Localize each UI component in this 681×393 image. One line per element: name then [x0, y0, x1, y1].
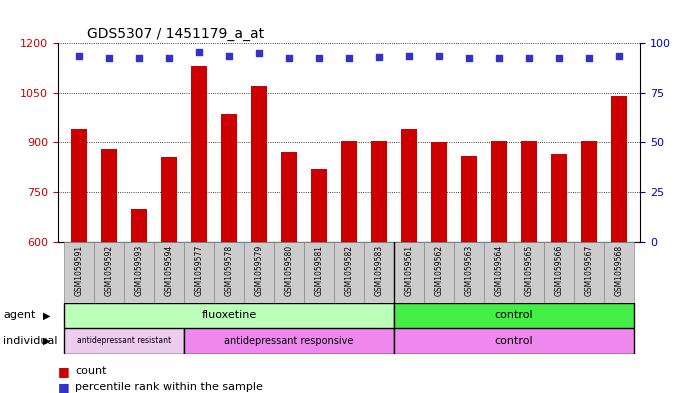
Bar [214, 242, 244, 303]
Bar [401, 129, 417, 242]
Text: GSM1059578: GSM1059578 [225, 245, 234, 296]
Bar [461, 156, 477, 242]
Text: GDS5307 / 1451179_a_at: GDS5307 / 1451179_a_at [87, 27, 264, 41]
Bar [364, 242, 394, 303]
Point [524, 54, 535, 61]
Text: GSM1059577: GSM1059577 [195, 245, 204, 296]
Bar [274, 242, 304, 303]
Bar [191, 66, 207, 242]
Text: GSM1059594: GSM1059594 [164, 245, 174, 296]
Point [434, 53, 445, 59]
Bar [581, 141, 597, 242]
Bar [281, 152, 297, 242]
Text: ▶: ▶ [43, 310, 50, 320]
Text: GSM1059561: GSM1059561 [405, 245, 413, 296]
Bar [71, 129, 87, 242]
Bar [454, 242, 484, 303]
Bar [64, 328, 184, 354]
Bar [424, 242, 454, 303]
Point [253, 50, 264, 56]
Text: percentile rank within the sample: percentile rank within the sample [75, 382, 263, 392]
Bar [484, 242, 514, 303]
Text: GSM1059567: GSM1059567 [584, 245, 594, 296]
Bar [551, 154, 567, 242]
Bar [394, 242, 424, 303]
Bar [154, 242, 184, 303]
Bar [64, 242, 94, 303]
Point [104, 54, 114, 61]
Text: GSM1059592: GSM1059592 [104, 245, 114, 296]
Text: control: control [495, 336, 533, 346]
Text: GSM1059583: GSM1059583 [375, 245, 383, 296]
Bar [521, 141, 537, 242]
Point [193, 49, 204, 55]
Text: GSM1059563: GSM1059563 [464, 245, 473, 296]
Point [374, 54, 385, 60]
Text: GSM1059581: GSM1059581 [315, 245, 323, 296]
Text: control: control [495, 310, 533, 320]
Text: GSM1059580: GSM1059580 [285, 245, 294, 296]
Point [163, 54, 174, 61]
Text: ■: ■ [58, 380, 69, 393]
Text: GSM1059564: GSM1059564 [494, 245, 503, 296]
Text: count: count [75, 366, 106, 376]
Text: antidepressant responsive: antidepressant responsive [224, 336, 353, 346]
Bar [491, 141, 507, 242]
Bar [64, 303, 394, 328]
Bar [370, 141, 387, 242]
Point [133, 55, 144, 61]
Text: GSM1059568: GSM1059568 [615, 245, 624, 296]
Point [464, 55, 475, 61]
Point [404, 53, 415, 59]
Text: agent: agent [3, 310, 36, 320]
Point [584, 54, 595, 61]
Point [344, 54, 355, 61]
Text: ▶: ▶ [43, 336, 50, 346]
Text: GSM1059579: GSM1059579 [255, 245, 264, 296]
Bar [334, 242, 364, 303]
Bar [611, 96, 627, 242]
Text: GSM1059566: GSM1059566 [554, 245, 564, 296]
Bar [394, 328, 634, 354]
Text: GSM1059562: GSM1059562 [434, 245, 443, 296]
Text: GSM1059591: GSM1059591 [74, 245, 83, 296]
Bar [394, 303, 634, 328]
Bar [311, 169, 328, 242]
Bar [604, 242, 634, 303]
Bar [131, 209, 147, 242]
Text: GSM1059593: GSM1059593 [134, 245, 144, 296]
Bar [221, 114, 237, 242]
Bar [94, 242, 124, 303]
Bar [184, 328, 394, 354]
Bar [124, 242, 154, 303]
Bar [431, 142, 447, 242]
Bar [244, 242, 274, 303]
Text: GSM1059582: GSM1059582 [345, 245, 353, 296]
Point [313, 55, 324, 61]
Bar [574, 242, 604, 303]
Text: ■: ■ [58, 365, 69, 378]
Bar [340, 141, 358, 242]
Text: antidepressant resistant: antidepressant resistant [77, 336, 171, 345]
Point [614, 53, 624, 59]
Point [74, 53, 84, 59]
Point [223, 53, 234, 59]
Text: individual: individual [3, 336, 58, 346]
Bar [101, 149, 117, 242]
Text: GSM1059565: GSM1059565 [524, 245, 534, 296]
Bar [251, 86, 267, 242]
Point [283, 54, 294, 61]
Bar [544, 242, 574, 303]
Text: fluoxetine: fluoxetine [202, 310, 257, 320]
Bar [184, 242, 214, 303]
Point [554, 55, 565, 61]
Bar [304, 242, 334, 303]
Point [494, 54, 505, 61]
Bar [514, 242, 544, 303]
Bar [161, 157, 177, 242]
